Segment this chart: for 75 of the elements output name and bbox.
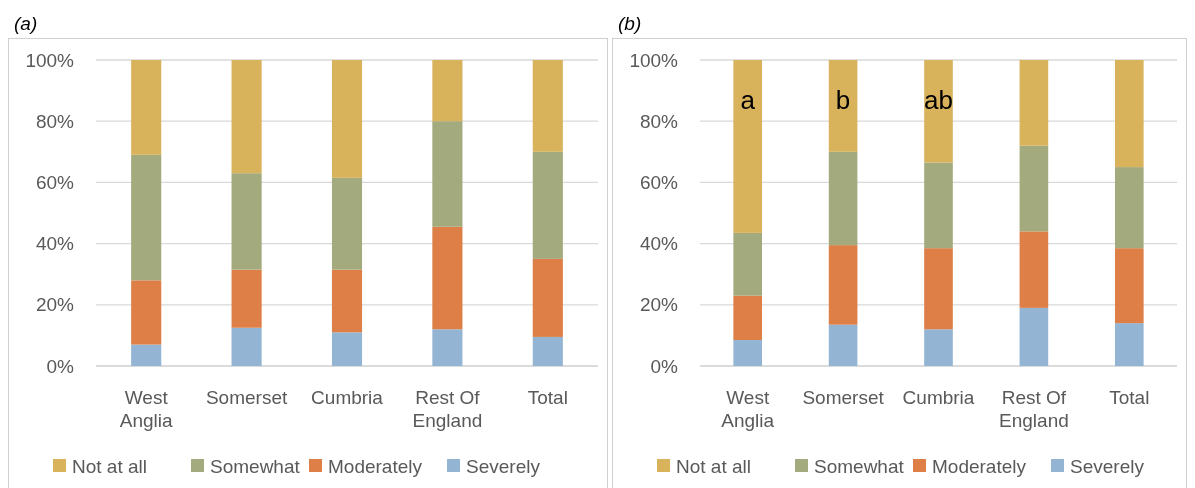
bar [331, 269, 363, 333]
bar [733, 60, 763, 233]
y-tick-label: 20% [639, 294, 679, 316]
annotation: a [740, 85, 756, 116]
bar [432, 60, 463, 122]
bar [828, 324, 858, 366]
x-tick-label: Cumbria [311, 387, 384, 408]
y-tick-label: 60% [35, 172, 75, 194]
legend-label: Moderately [328, 455, 423, 477]
y-tick-label: 80% [35, 110, 75, 132]
chart-title: (a) [14, 13, 38, 34]
bar [131, 60, 162, 155]
y-tick-label: 40% [639, 233, 679, 255]
bar [131, 154, 162, 281]
annotation: b [835, 85, 851, 116]
x-tick-label: Total [527, 387, 568, 408]
bar [532, 336, 563, 366]
y-tick-label: 100% [629, 49, 679, 71]
bar [1019, 307, 1049, 366]
bar [1114, 248, 1144, 324]
x-tick-label: Cumbria [902, 387, 975, 408]
bar [231, 269, 262, 328]
bar [231, 60, 262, 174]
bar [532, 258, 563, 337]
bar [924, 248, 953, 330]
bar [432, 121, 463, 227]
y-tick-label: 40% [35, 233, 75, 255]
y-tick-label: 0% [650, 355, 679, 377]
y-tick-label: 0% [46, 355, 75, 377]
x-tick-label: Somerset [802, 387, 885, 408]
bar [532, 60, 563, 152]
chart-title: (b) [618, 13, 642, 34]
annotation: ab [924, 85, 953, 116]
legend-label: Not at all [72, 455, 147, 477]
y-tick-label: 100% [25, 49, 75, 71]
bar [331, 177, 363, 270]
bar [331, 332, 363, 366]
legend-label: Somewhat [210, 455, 301, 477]
bar [828, 60, 858, 152]
bar [432, 226, 463, 330]
bar [1019, 231, 1049, 308]
x-tick-label: West Anglia [721, 387, 775, 431]
bar [131, 344, 162, 366]
bar [828, 245, 858, 325]
bar [828, 151, 858, 246]
legend-label: Not at all [676, 455, 751, 477]
bar [231, 173, 262, 270]
x-tick-label: Total [1109, 387, 1150, 408]
bar [1114, 167, 1144, 249]
bar [733, 295, 763, 340]
bar [532, 151, 563, 259]
x-tick-label: Rest Of England [412, 387, 483, 431]
bar [1019, 60, 1049, 146]
y-tick-label: 60% [639, 172, 679, 194]
x-tick-label: Somerset [205, 387, 288, 408]
bar [733, 232, 763, 296]
y-tick-label: 20% [35, 294, 75, 316]
bar [924, 329, 953, 366]
legend-label: Moderately [932, 455, 1027, 477]
y-tick-label: 80% [639, 110, 679, 132]
bar [331, 60, 363, 178]
bar [1114, 323, 1144, 366]
legend-label: Somewhat [814, 455, 905, 477]
bar [1019, 145, 1049, 232]
bar [924, 60, 953, 163]
x-tick-label: West Anglia [119, 387, 174, 431]
x-tick-label: Rest Of England [999, 387, 1069, 431]
legend-label: Severely [1070, 455, 1145, 477]
bar [131, 280, 162, 345]
bar [1114, 60, 1144, 168]
bar [924, 162, 953, 249]
legend-label: Severely [466, 455, 541, 477]
bar [432, 329, 463, 366]
bar [733, 339, 763, 366]
bar [231, 327, 262, 366]
